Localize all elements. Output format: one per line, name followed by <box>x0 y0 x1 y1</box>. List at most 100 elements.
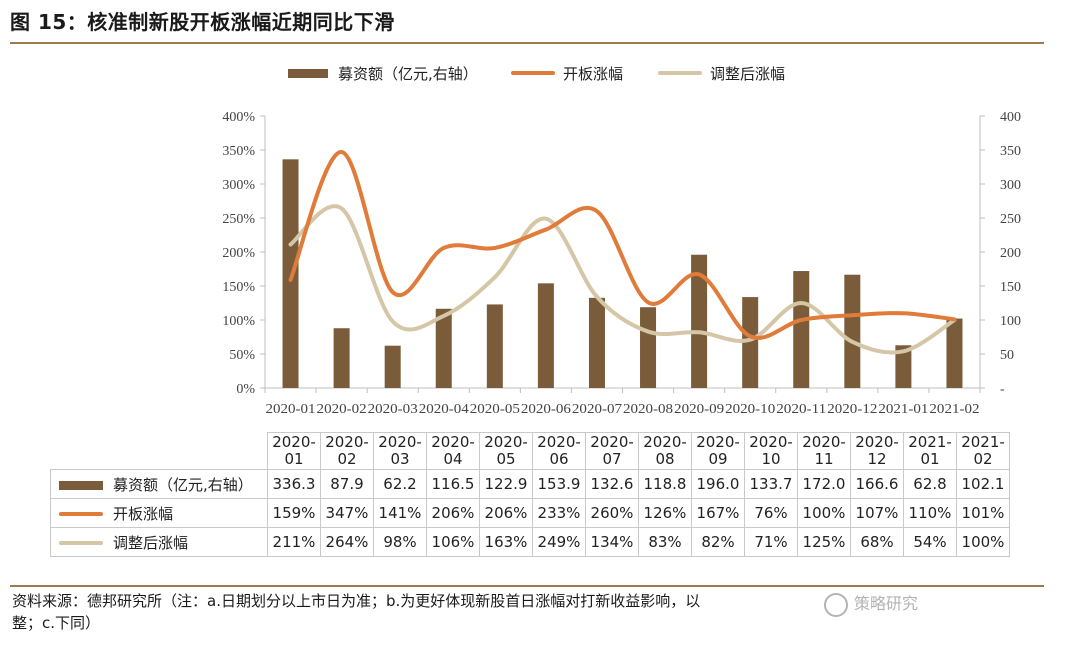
table-cell: 141% <box>373 498 427 528</box>
bar <box>384 345 401 388</box>
table-cell: 102.1 <box>956 469 1010 499</box>
table-cell: 101% <box>956 498 1010 528</box>
x-tick-label: 2021-02 <box>929 402 979 417</box>
page-title: 图 15：核准制新股开板涨幅近期同比下滑 <box>10 10 395 34</box>
line-point <box>698 331 700 333</box>
line-point <box>851 341 853 343</box>
left-tick-label: 0% <box>236 382 255 397</box>
chart-legend: 募资额（亿元,右轴） 开板涨幅 调整后涨幅 <box>288 65 785 83</box>
line-point <box>800 302 802 304</box>
chart-axes: 0% 50% 100% 150% 200% 250% 300% 350% 400% - 50 100 1… <box>222 110 1021 397</box>
left-tick-label: 200% <box>222 246 255 261</box>
bottom-divider <box>10 585 1044 587</box>
table-cell: 118.8 <box>638 469 692 499</box>
x-tick-label: 2020-08 <box>623 402 673 417</box>
table-cell: 347% <box>320 498 374 528</box>
bar <box>640 307 657 388</box>
line-point <box>800 319 802 321</box>
legend-label: 募资额（亿元,右轴） <box>338 65 478 83</box>
bar <box>946 318 963 388</box>
table-header-cell: 2020- 09 <box>691 432 745 470</box>
line-point <box>392 320 394 322</box>
table-cell: 76% <box>744 498 798 528</box>
x-tick-label: 2020-02 <box>317 402 367 417</box>
bar <box>895 345 912 388</box>
table-header-cell: 2020- 07 <box>585 432 639 470</box>
x-tick-label: 2020-04 <box>419 402 469 417</box>
bar <box>588 297 605 388</box>
table-cell: 172.0 <box>797 469 851 499</box>
table-row: 募资额（亿元,右轴） 336.3 87.9 62.2 116.5 122.9 153.9 13… <box>50 469 1010 499</box>
row-label: 募资额（亿元,右轴） <box>50 469 268 499</box>
right-tick-label: 150 <box>1000 280 1021 295</box>
table-header-cell: 2020- 04 <box>426 432 480 470</box>
right-tick-label: 350 <box>1000 144 1021 159</box>
right-tick-label: 50 <box>1000 348 1014 363</box>
left-tick-label: 350% <box>222 144 255 159</box>
table-cell: 336.3 <box>267 469 321 499</box>
table-cell: 110% <box>903 498 957 528</box>
row-label: 调整后涨幅 <box>50 527 268 557</box>
note-line-1: 资料来源：德邦研究所（注：a.日期划分以上市日为准；b.为更好体现新股首日涨幅对… <box>12 592 701 610</box>
table-cell: 167% <box>691 498 745 528</box>
x-tick-label: 2020-10 <box>725 402 775 417</box>
table-corner <box>50 432 268 470</box>
line-series <box>288 150 957 355</box>
line-point <box>392 291 394 293</box>
bar <box>333 328 350 388</box>
line-point <box>647 301 649 303</box>
table-header-cell: 2020- 11 <box>797 432 851 470</box>
x-tick-label: 2020-03 <box>368 402 418 417</box>
line-point <box>290 279 292 281</box>
line-open-board-gain <box>288 150 957 340</box>
note-line-2: 整；c.下同） <box>12 614 101 632</box>
line-legend-swatch <box>59 512 103 516</box>
x-tick-label: 2020-09 <box>674 402 724 417</box>
line-point <box>443 315 445 317</box>
data-table: 2020- 01 2020- 02 2020- 03 2020- 04 2020- 05 2020-… <box>50 432 1010 557</box>
table-cell: 100% <box>956 527 1010 557</box>
table-header-cell: 2020- 01 <box>267 432 321 470</box>
table-cell: 62.2 <box>373 469 427 499</box>
source-note: 资料来源：德邦研究所（注：a.日期划分以上市日为准；b.为更好体现新股首日涨幅对… <box>12 590 1042 634</box>
table-cell: 122.9 <box>479 469 533 499</box>
table-cell: 106% <box>426 527 480 557</box>
table-header-cell: 2020- 08 <box>638 432 692 470</box>
line-point <box>545 229 547 231</box>
top-divider <box>10 42 1044 44</box>
line-point <box>698 273 700 275</box>
row-label: 开板涨幅 <box>50 498 268 528</box>
line-point <box>953 318 955 320</box>
table-row: 开板涨幅 159% 347% 141% 206% 206% 233% 260% 126% 167%… <box>50 498 1010 528</box>
line-point <box>749 339 751 341</box>
bar <box>282 159 299 388</box>
table-cell: 62.8 <box>903 469 957 499</box>
bar-series <box>282 159 963 388</box>
table-row: 调整后涨幅 211% 264% 98% 106% 163% 249% 134% 83% 82% 71… <box>50 527 1010 557</box>
bar <box>435 308 452 388</box>
combo-chart: 募资额（亿元,右轴） 开板涨幅 调整后涨幅 0% 50% 100% 150% 200% 250… <box>222 65 1021 417</box>
wechat-icon <box>824 592 848 617</box>
right-tick-label: - <box>1000 382 1005 397</box>
table-cell: 233% <box>532 498 586 528</box>
table-cell: 206% <box>479 498 533 528</box>
line-point <box>902 312 904 314</box>
x-tick-label: 2020-11 <box>776 402 826 417</box>
bar-legend-swatch <box>59 480 103 490</box>
left-tick-label: 400% <box>222 110 255 125</box>
bar <box>537 283 554 388</box>
left-tick-label: 150% <box>222 280 255 295</box>
right-tick-label: 100 <box>1000 314 1021 329</box>
table-cell: 82% <box>691 527 745 557</box>
bar <box>793 271 810 388</box>
legend-label: 开板涨幅 <box>563 65 623 83</box>
right-tick-label: 400 <box>1000 110 1021 125</box>
table-cell: 260% <box>585 498 639 528</box>
table-cell: 83% <box>638 527 692 557</box>
table-header-cell: 2021- 01 <box>903 432 957 470</box>
table-header-cell: 2020- 10 <box>744 432 798 470</box>
table-cell: 71% <box>744 527 798 557</box>
table-cell: 196.0 <box>691 469 745 499</box>
table-cell: 98% <box>373 527 427 557</box>
legend-label: 调整后涨幅 <box>710 65 785 83</box>
